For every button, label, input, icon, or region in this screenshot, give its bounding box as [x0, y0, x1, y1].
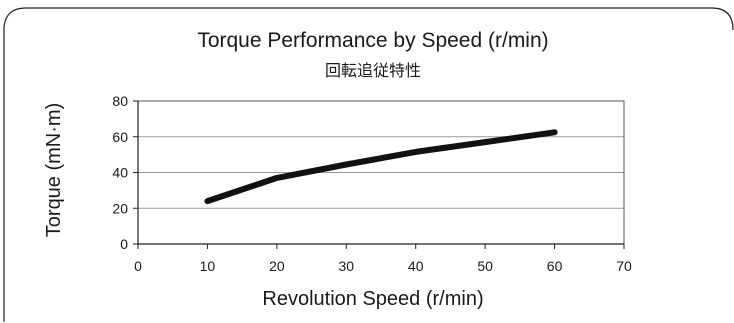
x-axis-label: Revolution Speed (r/min) — [262, 288, 483, 310]
chart-title: Torque Performance by Speed (r/min) — [197, 29, 548, 52]
y-tick-label-1: 20 — [112, 200, 128, 216]
x-tick-label-7: 70 — [616, 258, 632, 274]
x-tick-label-4: 40 — [408, 258, 424, 274]
x-tick-label-0: 0 — [134, 258, 142, 274]
y-tick-label-2: 40 — [112, 165, 128, 181]
x-tick-label-5: 50 — [477, 258, 493, 274]
y-axis-label: Torque (mN·m) — [43, 103, 65, 237]
x-tick-label-6: 60 — [547, 258, 563, 274]
chart-subtitle: 回転追従特性 — [325, 62, 421, 80]
tick-layer: 0 20 40 60 80 0 10 20 30 40 50 60 70 — [112, 93, 632, 274]
y-tick-label-0: 0 — [120, 236, 128, 252]
x-tick-label-2: 20 — [269, 258, 285, 274]
y-tick-label-3: 60 — [112, 129, 128, 145]
x-tick-label-3: 30 — [338, 258, 354, 274]
y-tick-label-4: 80 — [112, 93, 128, 109]
chart-frame — [3, 7, 734, 322]
x-tick-label-1: 10 — [200, 258, 216, 274]
series-layer — [204, 129, 558, 205]
series-line-0 — [204, 129, 558, 205]
